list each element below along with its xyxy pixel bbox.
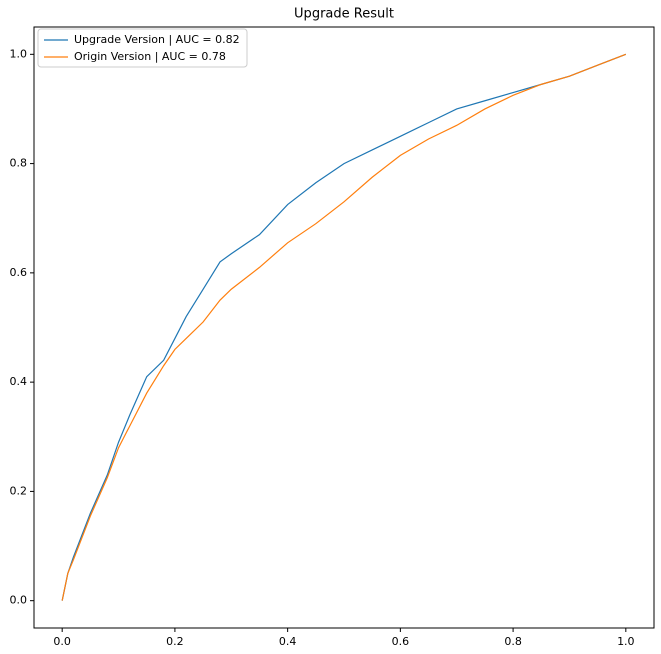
line-series [61, 53, 627, 601]
x-tick-label: 0.8 [504, 635, 522, 648]
x-tick-label: 0.2 [166, 635, 184, 648]
y-tick-label: 0.4 [10, 375, 28, 388]
plot-frame [33, 26, 655, 629]
y-tick-label: 0.8 [10, 157, 28, 170]
x-tick-label: 1.0 [617, 635, 635, 648]
x-tick-label: 0.0 [53, 635, 71, 648]
chart-title: Upgrade Result [294, 7, 394, 22]
y-tick-label: 0.2 [10, 484, 28, 497]
y-tick-label: 0.6 [10, 266, 28, 279]
x-tick-label: 0.4 [279, 635, 297, 648]
legend-label: Upgrade Version | AUC = 0.82 [74, 33, 240, 46]
line-series [61, 53, 627, 601]
y-tick-label: 1.0 [10, 47, 28, 60]
x-tick-label: 0.6 [392, 635, 410, 648]
legend-label: Origin Version | AUC = 0.78 [74, 50, 226, 63]
legend-box [37, 28, 248, 68]
y-tick-label: 0.0 [10, 594, 28, 607]
